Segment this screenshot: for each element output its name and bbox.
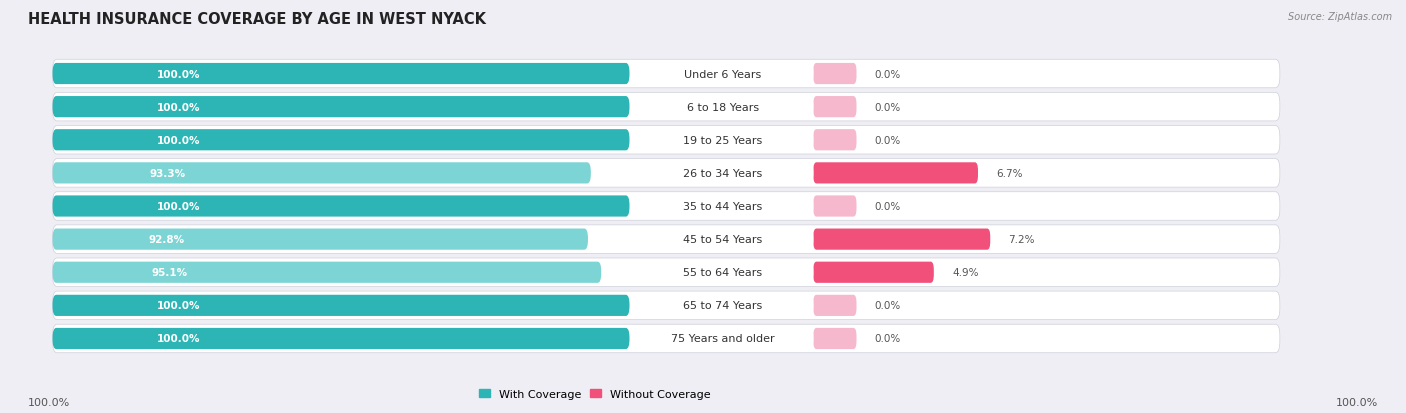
- Text: 6 to 18 Years: 6 to 18 Years: [686, 102, 759, 112]
- FancyBboxPatch shape: [813, 196, 856, 217]
- Text: 65 to 74 Years: 65 to 74 Years: [683, 301, 762, 311]
- Text: 0.0%: 0.0%: [875, 334, 901, 344]
- Text: 75 Years and older: 75 Years and older: [671, 334, 775, 344]
- Text: 0.0%: 0.0%: [875, 102, 901, 112]
- Text: 55 to 64 Years: 55 to 64 Years: [683, 268, 762, 278]
- FancyBboxPatch shape: [813, 130, 856, 151]
- FancyBboxPatch shape: [631, 95, 814, 119]
- FancyBboxPatch shape: [52, 259, 1279, 287]
- FancyBboxPatch shape: [631, 161, 814, 185]
- FancyBboxPatch shape: [631, 327, 814, 351]
- FancyBboxPatch shape: [52, 60, 1279, 88]
- FancyBboxPatch shape: [52, 295, 630, 316]
- FancyBboxPatch shape: [52, 64, 630, 85]
- FancyBboxPatch shape: [52, 126, 1279, 154]
- FancyBboxPatch shape: [52, 292, 1279, 320]
- FancyBboxPatch shape: [52, 93, 1279, 121]
- FancyBboxPatch shape: [52, 97, 630, 118]
- Text: 0.0%: 0.0%: [875, 135, 901, 145]
- FancyBboxPatch shape: [813, 295, 856, 316]
- Text: 100.0%: 100.0%: [156, 334, 200, 344]
- Text: 100.0%: 100.0%: [156, 69, 200, 79]
- Text: 92.8%: 92.8%: [149, 235, 186, 244]
- Text: 100.0%: 100.0%: [156, 301, 200, 311]
- Text: 0.0%: 0.0%: [875, 69, 901, 79]
- FancyBboxPatch shape: [813, 163, 979, 184]
- FancyBboxPatch shape: [52, 159, 1279, 188]
- FancyBboxPatch shape: [631, 62, 814, 86]
- Text: 0.0%: 0.0%: [875, 202, 901, 211]
- Text: 26 to 34 Years: 26 to 34 Years: [683, 169, 762, 178]
- FancyBboxPatch shape: [52, 163, 591, 184]
- Text: 0.0%: 0.0%: [875, 301, 901, 311]
- Text: 45 to 54 Years: 45 to 54 Years: [683, 235, 762, 244]
- Text: 100.0%: 100.0%: [156, 102, 200, 112]
- FancyBboxPatch shape: [813, 262, 934, 283]
- FancyBboxPatch shape: [52, 229, 588, 250]
- Text: 100.0%: 100.0%: [156, 202, 200, 211]
- FancyBboxPatch shape: [631, 261, 814, 285]
- FancyBboxPatch shape: [631, 294, 814, 318]
- Text: 95.1%: 95.1%: [152, 268, 187, 278]
- Text: 100.0%: 100.0%: [1336, 397, 1378, 407]
- Text: Under 6 Years: Under 6 Years: [683, 69, 761, 79]
- FancyBboxPatch shape: [52, 130, 630, 151]
- Text: 19 to 25 Years: 19 to 25 Years: [683, 135, 762, 145]
- FancyBboxPatch shape: [52, 262, 602, 283]
- Text: 7.2%: 7.2%: [1008, 235, 1035, 244]
- Text: HEALTH INSURANCE COVERAGE BY AGE IN WEST NYACK: HEALTH INSURANCE COVERAGE BY AGE IN WEST…: [28, 12, 486, 27]
- FancyBboxPatch shape: [52, 196, 630, 217]
- FancyBboxPatch shape: [813, 97, 856, 118]
- FancyBboxPatch shape: [52, 328, 630, 349]
- FancyBboxPatch shape: [52, 225, 1279, 254]
- FancyBboxPatch shape: [631, 195, 814, 218]
- FancyBboxPatch shape: [813, 229, 990, 250]
- FancyBboxPatch shape: [813, 328, 856, 349]
- FancyBboxPatch shape: [52, 325, 1279, 353]
- Text: 100.0%: 100.0%: [28, 397, 70, 407]
- Text: 6.7%: 6.7%: [997, 169, 1022, 178]
- Text: 93.3%: 93.3%: [149, 169, 186, 178]
- Legend: With Coverage, Without Coverage: With Coverage, Without Coverage: [479, 389, 711, 399]
- FancyBboxPatch shape: [631, 228, 814, 252]
- FancyBboxPatch shape: [52, 192, 1279, 221]
- FancyBboxPatch shape: [631, 128, 814, 152]
- Text: 100.0%: 100.0%: [156, 135, 200, 145]
- Text: Source: ZipAtlas.com: Source: ZipAtlas.com: [1288, 12, 1392, 22]
- FancyBboxPatch shape: [813, 64, 856, 85]
- Text: 35 to 44 Years: 35 to 44 Years: [683, 202, 762, 211]
- Text: 4.9%: 4.9%: [952, 268, 979, 278]
